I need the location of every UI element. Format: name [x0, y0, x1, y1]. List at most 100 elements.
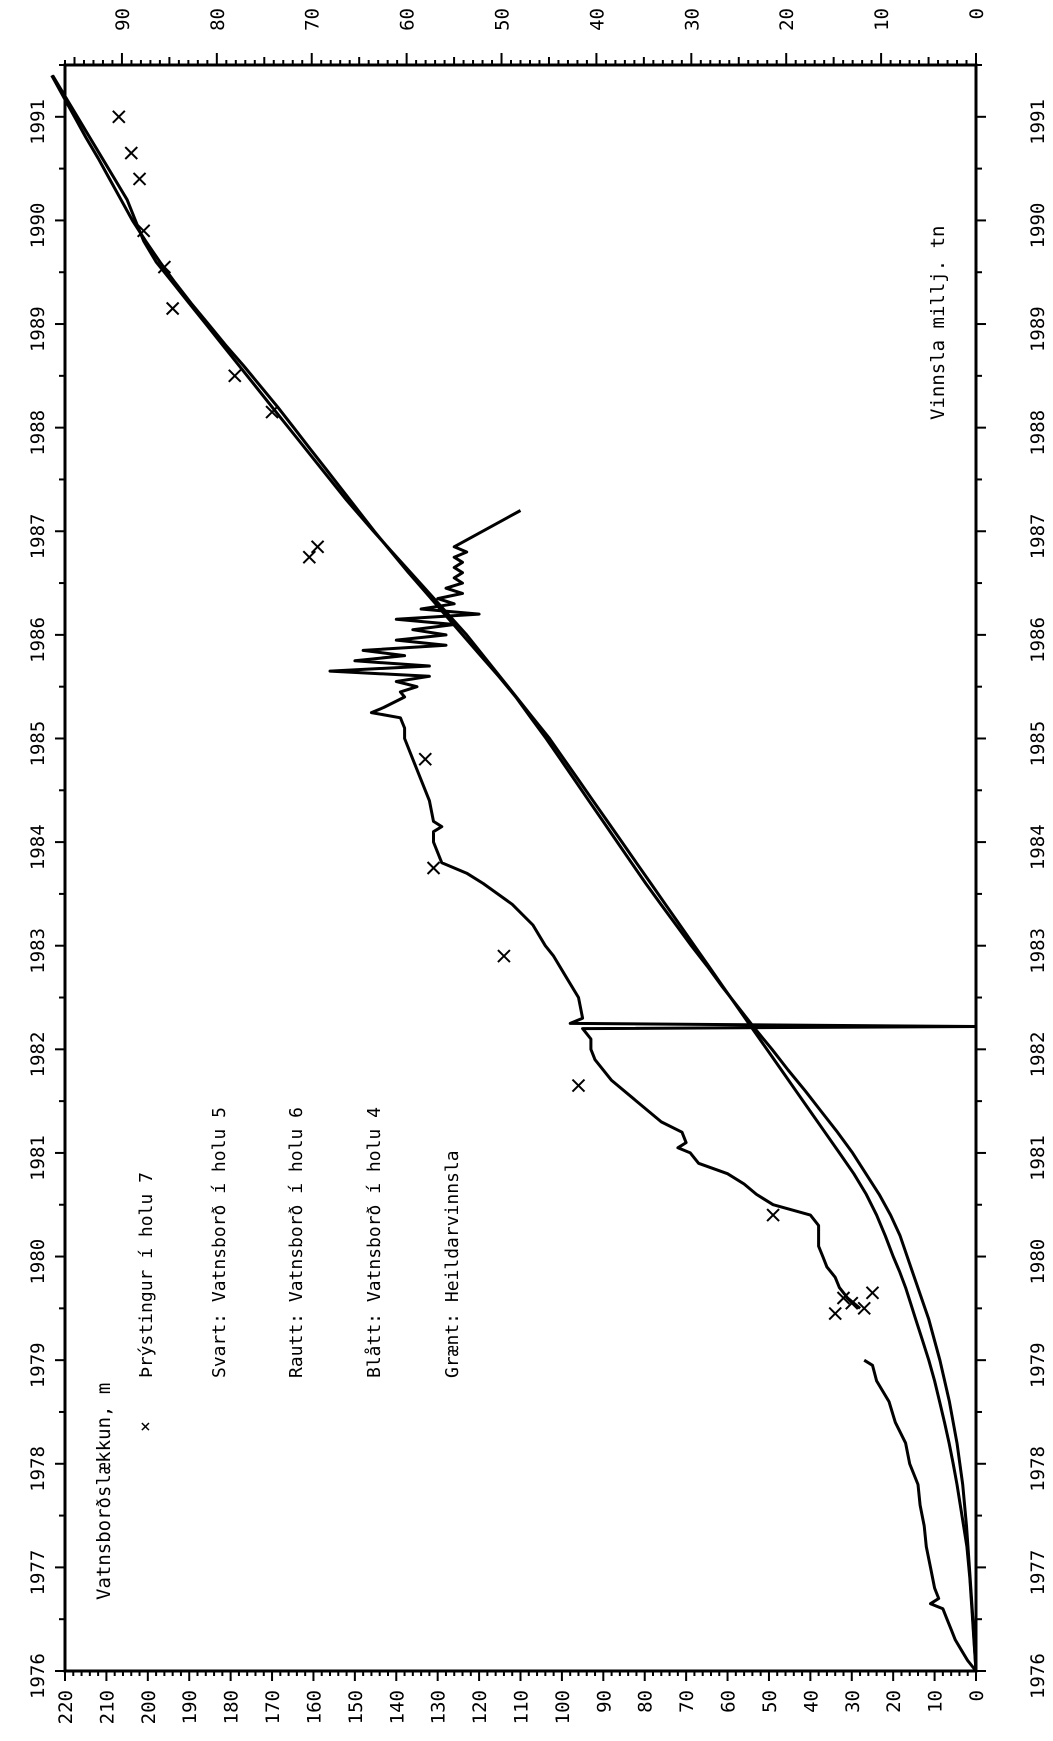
year-label-right: 1988: [1027, 410, 1049, 456]
year-label-right: 1977: [1027, 1550, 1049, 1596]
production-label: 90: [112, 8, 134, 31]
year-label-left: 1976: [27, 1653, 49, 1699]
drawdown-label: 140: [386, 1690, 408, 1724]
x-marker-stroke: [836, 1291, 851, 1305]
plot-frame: [63, 63, 978, 1673]
year-label-left: 1987: [27, 513, 49, 559]
legend-entry-blue: Blått: Vatnsborð í holu 4: [364, 1107, 385, 1378]
x-marker: [310, 540, 325, 554]
x-marker-stroke: [865, 1286, 880, 1300]
year-label-right: 1984: [1027, 824, 1049, 870]
year-label-left: 1979: [27, 1342, 49, 1388]
production-label: 80: [207, 8, 229, 31]
x-marker: [157, 260, 172, 274]
x-marker-stroke: [157, 260, 172, 274]
y-axis-title: Vatnsborðslækkun, m: [93, 1383, 115, 1600]
x-marker-stroke: [165, 301, 180, 316]
x-marker-stroke: [418, 752, 432, 766]
drawdown-label: 180: [221, 1690, 243, 1724]
year-label-right: 1979: [1027, 1342, 1049, 1388]
legend-marker-symbol: ×: [135, 1421, 156, 1432]
x-marker: [302, 550, 317, 564]
drawdown-label: 20: [883, 1690, 905, 1713]
x-marker: [497, 949, 511, 963]
drawdown-label: 70: [676, 1690, 698, 1713]
x-marker: [426, 861, 441, 875]
production-label: 0: [966, 8, 988, 19]
year-label-left: 1978: [27, 1446, 49, 1492]
x-marker-stroke: [112, 110, 126, 124]
x-marker-stroke: [766, 1208, 780, 1222]
x-marker: [418, 752, 432, 766]
drawdown-label: 50: [759, 1690, 781, 1713]
year-label-right: 1982: [1027, 1032, 1049, 1078]
x-marker: [228, 369, 242, 383]
x-marker: [136, 224, 151, 238]
year-label-right: 1991: [1027, 99, 1049, 145]
x-marker: [865, 1286, 880, 1300]
series-line-2: [328, 509, 978, 1310]
year-label-left: 1980: [27, 1239, 49, 1285]
year-label-right: 1976: [1027, 1653, 1049, 1699]
x-marker: [124, 146, 138, 160]
production-label: 10: [871, 8, 893, 31]
legend-entry-black: Svart: Vatnsborð í holu 5: [209, 1107, 230, 1378]
x-marker-stroke: [571, 1078, 586, 1093]
production-label: 40: [586, 8, 608, 31]
drawdown-label: 90: [593, 1690, 615, 1713]
year-label-right: 1985: [1027, 721, 1049, 767]
drawdown-label: 120: [469, 1690, 491, 1724]
year-label-left: 1984: [27, 824, 49, 870]
production-label: 70: [302, 8, 324, 31]
x-marker: [857, 1301, 871, 1316]
x-marker: [766, 1208, 780, 1222]
drawdown-label: 110: [511, 1690, 533, 1724]
drawdown-label: 150: [345, 1690, 367, 1724]
x-marker-stroke: [828, 1306, 842, 1321]
x-marker-stroke: [265, 405, 279, 419]
production-label: 60: [397, 8, 419, 31]
tick-labels: 1976 1976 1977 1977 1978 1978 1979 1979 1980 1980…: [27, 8, 1049, 1724]
year-label-right: 1989: [1027, 306, 1049, 352]
x-marker-stroke: [136, 224, 151, 238]
year-label-left: 1991: [27, 99, 49, 145]
x-marker: [571, 1078, 586, 1093]
series-line-3: [50, 74, 978, 1672]
x-marker: [828, 1306, 842, 1321]
drawdown-label: 10: [925, 1690, 947, 1713]
x-marker-stroke: [132, 172, 147, 186]
tick-marks: [55, 53, 986, 1681]
production-label: 20: [776, 8, 798, 31]
year-label-left: 1985: [27, 721, 49, 767]
x-marker: [265, 405, 279, 419]
legend-entry-red: Rautt: Vatnsborð í holu 6: [286, 1107, 307, 1378]
series-lines: [50, 74, 978, 1672]
production-label: 50: [492, 8, 514, 31]
year-label-right: 1981: [1027, 1135, 1049, 1181]
year-label-left: 1977: [27, 1550, 49, 1596]
drawdown-label: 210: [96, 1690, 118, 1724]
legend: × Þrýstingur í holu 7 Svart: Vatnsborð í…: [135, 1107, 463, 1432]
drawdown-label: 190: [179, 1690, 201, 1724]
x-marker-stroke: [426, 861, 441, 875]
x-markers: [112, 110, 880, 1321]
year-label-left: 1988: [27, 410, 49, 456]
drawdown-label: 170: [262, 1690, 284, 1724]
x-marker-stroke: [497, 949, 511, 963]
series-line-0: [51, 74, 978, 1672]
drawdown-label: 220: [55, 1690, 77, 1724]
production-label: 30: [681, 8, 703, 31]
drawdown-label: 0: [966, 1690, 988, 1701]
year-label-right: 1986: [1027, 617, 1049, 663]
x-marker-stroke: [302, 550, 317, 564]
year-label-right: 1980: [1027, 1239, 1049, 1285]
legend-entry-green: Grænt: Heildarvinnsla: [442, 1150, 463, 1378]
year-label-right: 1983: [1027, 928, 1049, 974]
drawdown-label: 30: [842, 1690, 864, 1713]
x-marker: [112, 110, 126, 124]
rotated-annotations: Vatnsborðslækkun, m Vinnsla millj. tn × …: [93, 226, 949, 1600]
year-label-right: 1990: [1027, 203, 1049, 249]
drawdown-label: 60: [718, 1690, 740, 1713]
drawdown-label: 100: [552, 1690, 574, 1724]
